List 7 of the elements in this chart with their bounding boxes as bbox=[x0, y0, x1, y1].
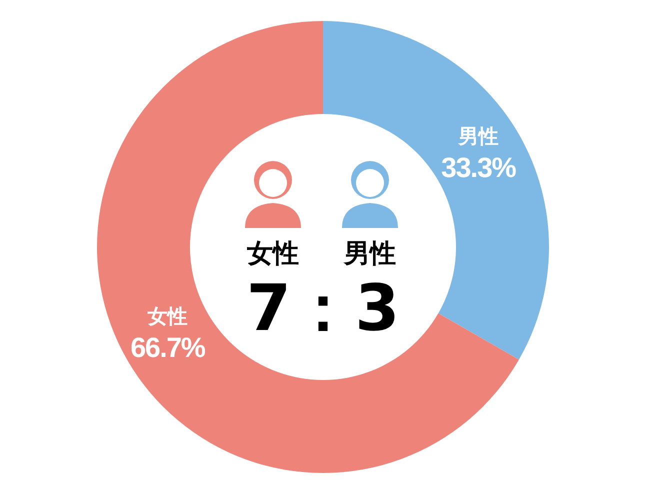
data-label: 66.7% bbox=[130, 332, 206, 363]
slice-label: 女性 bbox=[146, 304, 188, 328]
legend-label: 男性 bbox=[343, 239, 396, 269]
slice-label: 男性 bbox=[457, 124, 498, 148]
legend-label: 女性 bbox=[246, 239, 299, 269]
data-label: 33.3% bbox=[441, 152, 517, 184]
text: 7：3 bbox=[246, 272, 400, 346]
